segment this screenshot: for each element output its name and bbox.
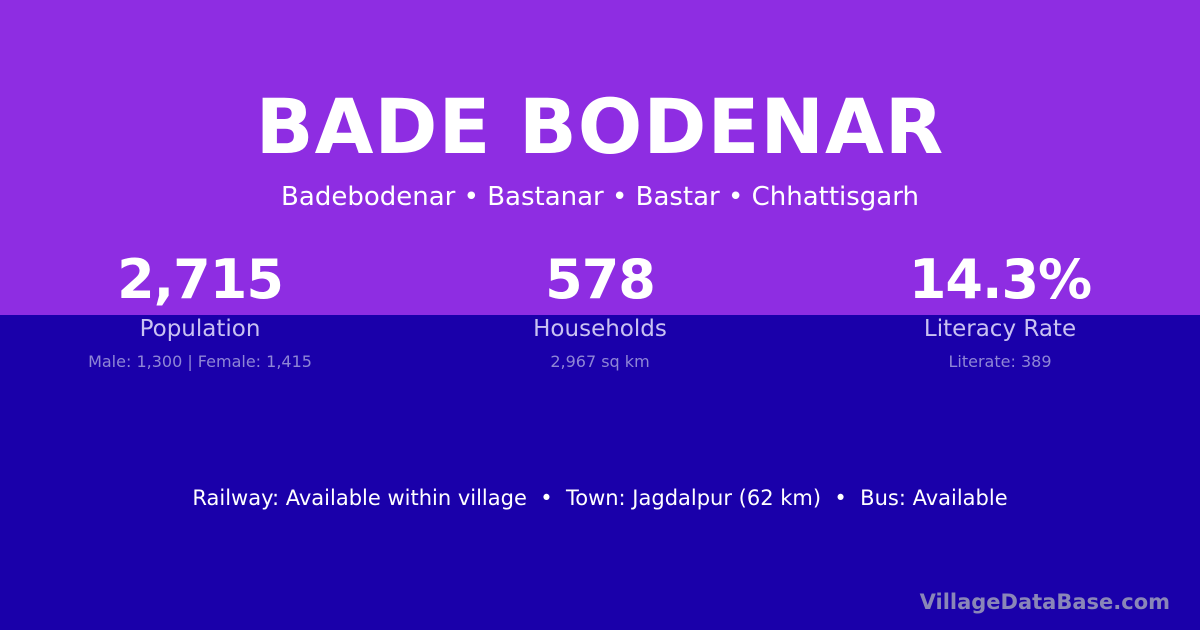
stat-label: Literacy Rate — [923, 316, 1077, 342]
stat-value: 14.3% — [908, 248, 1092, 311]
village-name: BADE BODENAR — [255, 82, 945, 171]
stat-population: 2,715 Population Male: 1,300 | Female: 1… — [0, 248, 400, 371]
stat-label: Population — [139, 316, 261, 342]
stat-value: 2,715 — [117, 248, 284, 311]
stat-households: 578 Households 2,967 sq km — [400, 248, 800, 371]
stat-value: 578 — [545, 248, 656, 311]
stat-detail: Male: 1,300 | Female: 1,415 — [88, 352, 312, 371]
stat-detail: Literate: 389 — [948, 352, 1052, 371]
body-background — [0, 315, 1200, 630]
village-location: Badebodenar • Bastanar • Bastar • Chhatt… — [281, 182, 919, 212]
stat-label: Households — [533, 316, 667, 342]
stat-detail: 2,967 sq km — [550, 352, 650, 371]
header-background — [0, 0, 1200, 315]
brand-watermark: VillageDataBase.com — [919, 590, 1170, 614]
stat-literacy: 14.3% Literacy Rate Literate: 389 — [800, 248, 1200, 371]
facilities-line: Railway: Available within village • Town… — [192, 486, 1008, 510]
